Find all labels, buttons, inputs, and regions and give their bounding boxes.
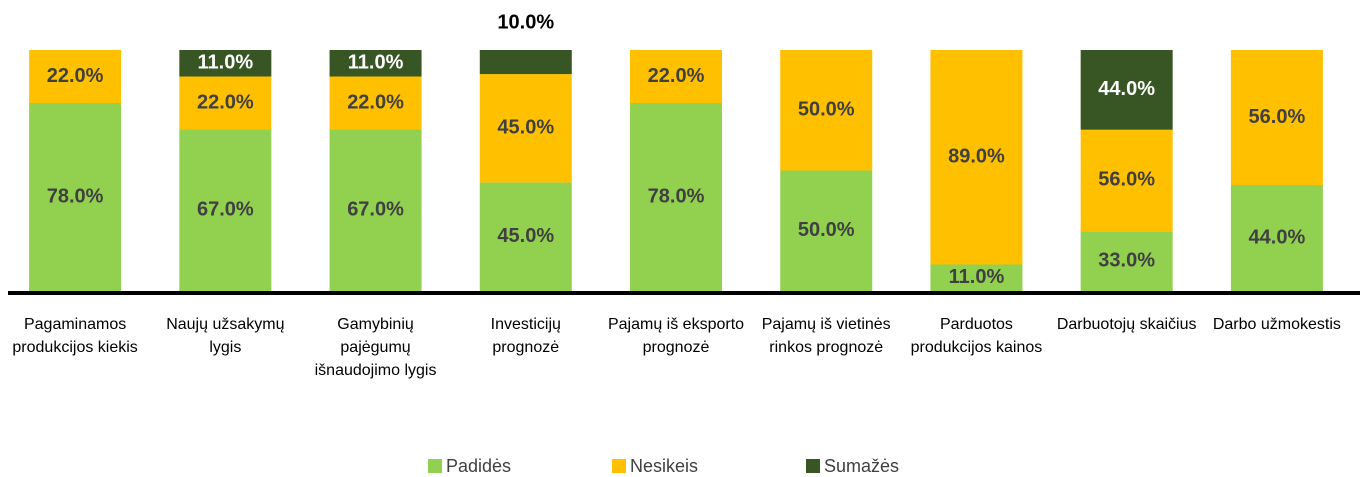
bar-segment <box>479 182 572 291</box>
x-tick-label: Naujų užsakymų lygis <box>166 316 285 356</box>
bar-segment <box>479 74 572 183</box>
bar-segment <box>179 76 272 130</box>
data-label: 11.0% <box>348 52 404 74</box>
x-tick-label: Pajamų iš eksporto prognozė <box>607 316 745 356</box>
data-label: 22.0% <box>648 65 705 87</box>
x-tick-label: Investicijų prognozė <box>490 316 561 356</box>
data-label: 50.0% <box>798 99 855 121</box>
bar-segment <box>1230 50 1323 185</box>
data-label: 50.0% <box>798 219 855 241</box>
data-label: 67.0% <box>197 199 254 221</box>
bar-segment <box>29 103 122 292</box>
bar-segment <box>1230 184 1323 291</box>
bar-segment <box>329 76 422 130</box>
legend-swatch <box>612 459 626 473</box>
data-label: 22.0% <box>47 65 104 87</box>
x-tick-label: Pagaminamos produkcijos kiekis <box>12 316 138 356</box>
data-label: 22.0% <box>347 91 404 113</box>
legend-swatch <box>428 459 442 473</box>
bar-segment <box>780 50 873 171</box>
legend-label: Sumažės <box>824 456 899 476</box>
bar-segment <box>780 170 873 291</box>
bar-segment <box>930 264 1023 291</box>
bar-segment <box>1080 129 1173 232</box>
bar-segment <box>1080 231 1173 291</box>
x-tick-label: Pajamų iš vietinės rinkos prognozė <box>761 316 891 356</box>
data-label: 10.0% <box>497 11 554 33</box>
data-label: 56.0% <box>1098 169 1155 191</box>
x-tick-label: Gamybinių pajėgumų išnaudojimo lygis <box>314 316 437 379</box>
bar-segment <box>329 50 422 77</box>
legend-swatch <box>806 459 820 473</box>
bar-segment <box>630 50 722 104</box>
data-label: 89.0% <box>948 146 1005 168</box>
data-label: 56.0% <box>1249 106 1306 128</box>
legend-label: Padidės <box>446 456 511 476</box>
bar-segment <box>179 50 272 77</box>
bar-segment <box>1080 50 1173 130</box>
data-label: 44.0% <box>1098 78 1155 100</box>
x-tick-label: Darbo užmokestis <box>1212 316 1341 333</box>
data-label: 78.0% <box>47 185 104 207</box>
bar-segment <box>329 129 422 291</box>
bar-segment <box>630 103 722 292</box>
bar-segment <box>479 50 572 75</box>
bar-segment <box>930 50 1023 265</box>
legend-label: Nesikeis <box>630 456 698 476</box>
bar-segment <box>179 129 272 291</box>
x-tick-label: Parduotos produkcijos kainos <box>910 316 1043 356</box>
data-label: 45.0% <box>497 117 554 139</box>
x-tick-label: Darbuotojų skaičius <box>1056 316 1197 333</box>
data-label: 33.0% <box>1098 249 1155 271</box>
data-label: 22.0% <box>197 91 254 113</box>
data-label: 45.0% <box>497 225 554 247</box>
data-label: 11.0% <box>949 266 1005 288</box>
data-label: 78.0% <box>648 185 705 207</box>
data-label: 44.0% <box>1249 226 1306 248</box>
data-label: 67.0% <box>347 199 404 221</box>
data-label: 11.0% <box>198 52 254 74</box>
bar-segment <box>29 50 122 104</box>
